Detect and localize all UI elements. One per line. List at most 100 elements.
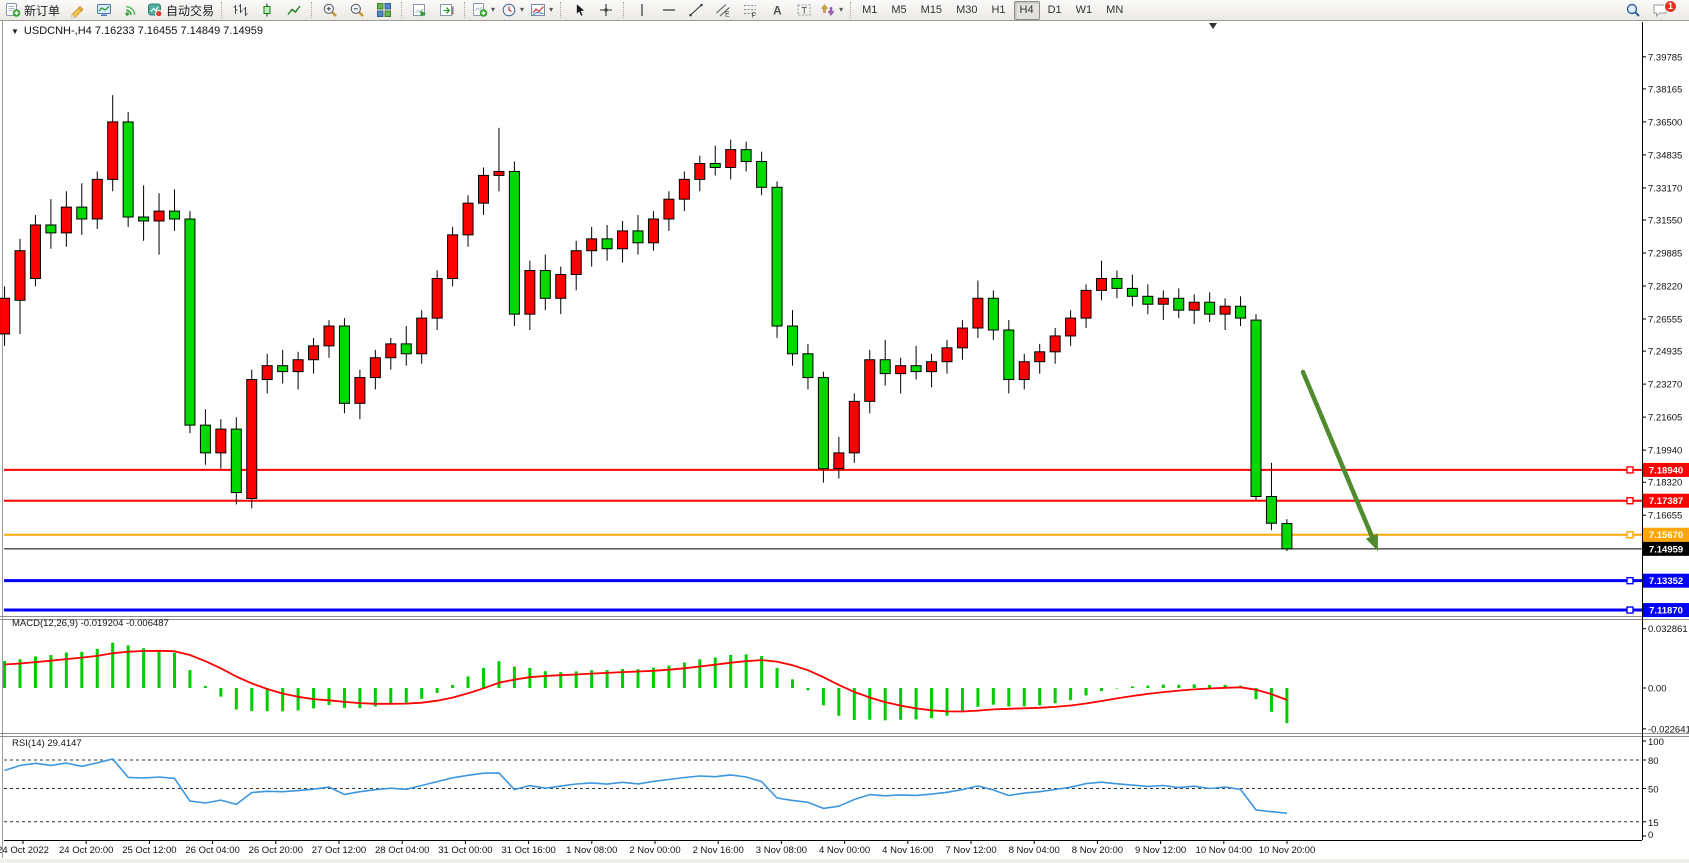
candle-body [539, 270, 551, 299]
auto-trading-icon [148, 3, 163, 18]
zoom-in-button[interactable] [316, 0, 343, 21]
candle-body [1265, 495, 1277, 524]
vertical-line-icon [640, 4, 643, 16]
fibonacci-tool-button[interactable]: F [736, 0, 763, 21]
horizontal-line-tool-button[interactable] [655, 0, 682, 21]
candle-body [385, 343, 397, 359]
candlestick-chart-button[interactable] [253, 0, 280, 21]
macd-histogram-bar [1177, 684, 1181, 688]
macd-histogram-bar [482, 667, 485, 688]
line-chart-icon [286, 5, 301, 15]
timeframe-M15[interactable]: M15 [920, 4, 943, 16]
timeframe-H4[interactable]: H4 [1013, 0, 1040, 20]
text-label-tool-button[interactable]: T [790, 0, 817, 21]
macd-histogram-bar [868, 688, 872, 720]
candle-body [663, 198, 675, 220]
candle-body [787, 325, 798, 355]
candle-body [323, 325, 335, 347]
candle-body [848, 400, 860, 454]
level-line-handle[interactable] [1626, 497, 1634, 505]
macd-histogram-bar [1069, 688, 1073, 701]
macd-histogram-bar [1084, 688, 1088, 696]
styler-button[interactable] [63, 0, 90, 21]
macd-histogram-bar [265, 688, 269, 712]
candle-body [169, 210, 180, 220]
macd-histogram-bar [1285, 688, 1289, 724]
macd-histogram-bar [219, 688, 223, 697]
timeframe-W1[interactable]: W1 [1075, 4, 1093, 16]
candle-body [1142, 295, 1154, 305]
time-tick-label: 8 Nov 04:00 [1009, 845, 1060, 856]
pane-separator[interactable] [0, 733, 1689, 737]
candle-body [153, 210, 165, 222]
text-tool-button[interactable]: A [763, 0, 790, 21]
indicators-button[interactable]: ▾ [469, 0, 498, 21]
chat-notifications-button[interactable]: 1 [1646, 0, 1677, 21]
arrows-tool-button[interactable]: ▾ [817, 0, 846, 21]
news-signal-button[interactable] [117, 0, 144, 21]
timeframe-MN[interactable]: MN [1106, 4, 1124, 16]
macd-histogram-bar [636, 669, 640, 688]
candle-body [895, 365, 907, 375]
candle-body [369, 357, 381, 379]
cursor-tool-button[interactable] [565, 0, 592, 21]
tile-windows-button[interactable] [370, 0, 397, 21]
equidistant-channel-tool-button[interactable]: E [709, 0, 736, 21]
rsi-tick-label: 0 [1648, 830, 1653, 841]
macd-histogram-bar [404, 688, 408, 703]
rsi-indicator-label: RSI(14) 29.4147 [12, 738, 82, 749]
rsi-tick-label: 80 [1648, 756, 1659, 767]
level-line-handle[interactable] [1626, 466, 1634, 474]
macd-histogram-bar [420, 688, 424, 699]
search-button[interactable] [1619, 0, 1646, 21]
macd-histogram-bar [837, 688, 841, 716]
time-tick-label: 2 Nov 00:00 [629, 845, 680, 856]
timeframe-M5[interactable]: M5 [891, 4, 907, 16]
vertical-line-tool-button[interactable] [628, 0, 655, 21]
candle-body [771, 186, 783, 327]
trendline-tool-button[interactable] [682, 0, 709, 21]
level-line-handle[interactable] [1626, 576, 1634, 585]
price-axis[interactable]: 7.39785 7.38165 7.36500 7.34835 7.33170 7.315… [1642, 22, 1689, 841]
time-tick-label: 4 Nov 16:00 [882, 845, 933, 856]
timeframe-D1[interactable]: D1 [1047, 4, 1062, 16]
auto-scroll-button[interactable] [406, 0, 433, 21]
candle-body [431, 277, 443, 319]
chart-shift-button[interactable] [433, 0, 460, 21]
price-tick-label: 7.18320 [1648, 478, 1682, 489]
macd-histogram-bar [1223, 684, 1227, 688]
annotation-arrow[interactable] [1300, 369, 1378, 551]
time-axis[interactable]: 24 Oct 2022 24 Oct 20:00 25 Oct 12:00 26 Oc… [0, 840, 1642, 856]
level-line-handle[interactable] [1626, 531, 1634, 539]
time-tick-label: 3 Nov 08:00 [756, 845, 807, 856]
new-order-label: 新订单 [24, 3, 61, 18]
symbol-menu-icon[interactable]: ▼ [11, 26, 19, 36]
timeframe-M1[interactable]: M1 [862, 4, 878, 16]
candle-body [586, 238, 598, 252]
time-tick-label: 8 Nov 20:00 [1072, 845, 1123, 856]
macd-histogram-bar [358, 688, 362, 709]
timeframe-M30[interactable]: M30 [956, 4, 978, 16]
clock-icon [502, 3, 516, 17]
new-order-button[interactable]: 新订单 [2, 0, 63, 21]
crosshair-tool-button[interactable] [592, 0, 619, 21]
time-tick-label: 24 Oct 20:00 [59, 845, 113, 856]
periods-button[interactable]: ▾ [498, 0, 527, 21]
auto-trading-button[interactable]: 自动交易 [144, 0, 217, 21]
templates-button[interactable]: ▾ [527, 0, 556, 21]
tile-windows-icon [376, 3, 391, 17]
candle-body [76, 206, 88, 220]
macd-histogram-bar [1115, 688, 1119, 689]
candle-body [972, 297, 984, 329]
pane-separator[interactable] [0, 616, 1689, 620]
rsi-tick-label: 15 [1648, 818, 1659, 829]
terminal-button[interactable] [90, 0, 117, 21]
line-chart-button[interactable] [280, 0, 307, 21]
zoom-out-button[interactable] [343, 0, 370, 21]
timeframe-H1[interactable]: H1 [991, 4, 1006, 16]
chart-shift-marker-icon[interactable] [1209, 23, 1217, 29]
macd-tick-label: -0.022641 [1648, 724, 1689, 735]
level-line-handle[interactable] [1626, 606, 1634, 614]
bar-chart-button[interactable] [226, 0, 253, 21]
